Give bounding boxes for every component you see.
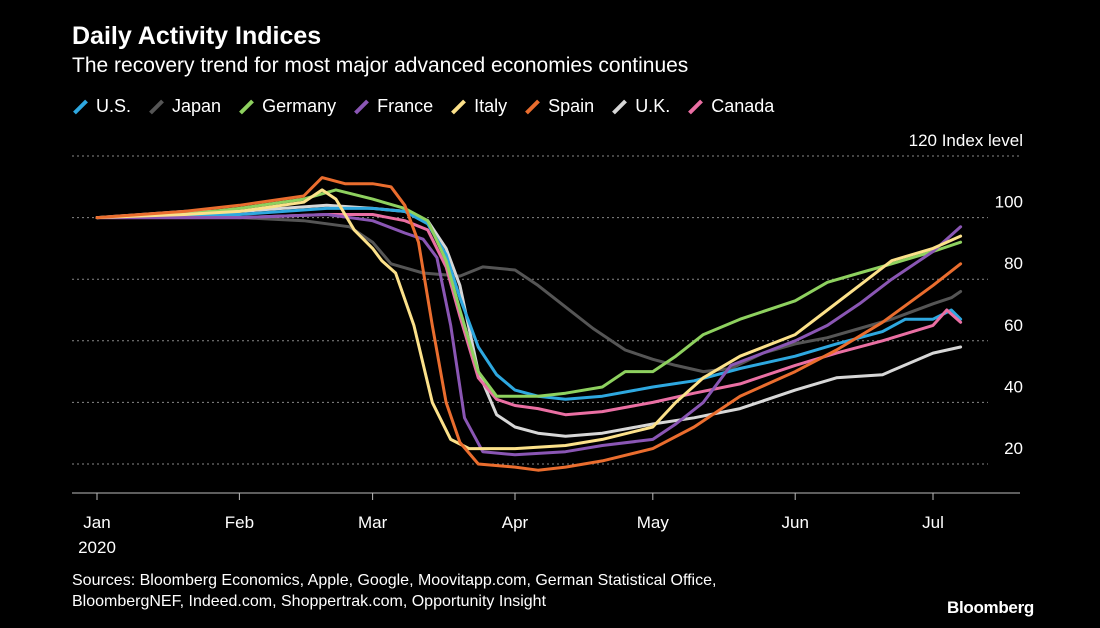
x-tick-label: Jul [922, 513, 944, 532]
legend-item-canada: Canada [687, 96, 774, 117]
chart-subtitle: The recovery trend for most major advanc… [72, 54, 689, 77]
y-tick-label: 100 [995, 193, 1023, 212]
legend-item-uk: U.K. [611, 96, 670, 117]
chart-title: Daily Activity Indices [72, 22, 322, 50]
series-line-germany [95, 188, 963, 398]
y-tick-label: 60 [1004, 316, 1023, 335]
x-tick-label: May [637, 513, 670, 532]
legend-label: Spain [548, 96, 595, 116]
series-line-france [95, 213, 963, 457]
x-tick-label: Apr [502, 513, 529, 532]
legend-label: Germany [262, 96, 337, 116]
y-tick-label: 80 [1004, 254, 1023, 273]
series-line-uk [95, 203, 963, 438]
legend-item-japan: Japan [148, 96, 221, 117]
sources-note: Sources: Bloomberg Economics, Apple, Goo… [72, 570, 872, 612]
x-tick-label: Mar [358, 513, 388, 532]
legend-label: Italy [474, 96, 508, 116]
x-tick-label: Jun [781, 513, 808, 532]
series-line-canada [95, 213, 963, 417]
sources-line: BloombergNEF, Indeed.com, Shoppertrak.co… [72, 593, 547, 610]
series-line-japan [95, 213, 963, 374]
sources-line: Sources: Bloomberg Economics, Apple, Goo… [72, 572, 717, 589]
legend-item-us: U.S. [72, 96, 131, 117]
series-line-italy [95, 188, 963, 451]
series-line-us [95, 206, 963, 401]
bloomberg-logo: Bloomberg [946, 598, 1034, 617]
x-tick-sublabel: 2020 [78, 538, 116, 557]
legend-item-germany: Germany [238, 96, 336, 117]
legend-label: Canada [711, 96, 775, 116]
legend-label: Japan [172, 96, 222, 116]
x-tick-label: Feb [225, 513, 254, 532]
legend-item-spain: Spain [524, 96, 594, 117]
y-tick-label: 20 [1004, 439, 1023, 458]
y-tick-label: 40 [1004, 377, 1023, 396]
legend: U.S. Japan Germany France Italy Spain U.… [72, 96, 791, 117]
legend-label: U.S. [96, 96, 132, 116]
legend-label: France [377, 96, 434, 116]
x-tick-label: Jan [83, 513, 110, 532]
legend-item-italy: Italy [450, 96, 507, 117]
series-line-spain [95, 176, 963, 472]
legend-label: U.K. [635, 96, 671, 116]
y-tick-label: 120 Index level [909, 131, 1023, 150]
legend-item-france: France [353, 96, 433, 117]
